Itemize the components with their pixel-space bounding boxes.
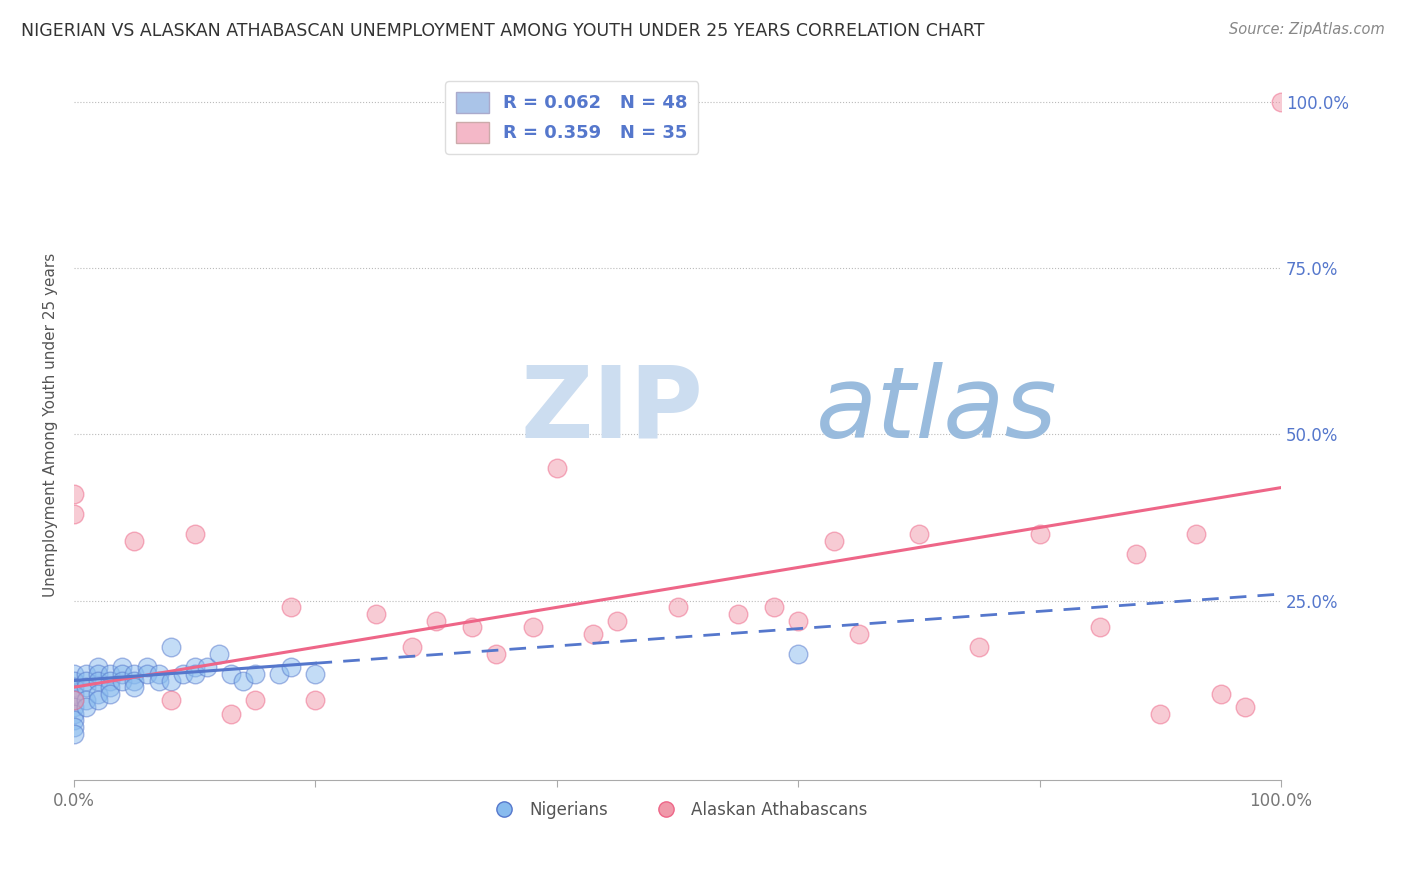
Point bbox=[148, 673, 170, 688]
Text: Source: ZipAtlas.com: Source: ZipAtlas.com bbox=[1229, 22, 1385, 37]
Point bbox=[63, 666, 86, 681]
Legend: Nigerians, Alaskan Athabascans: Nigerians, Alaskan Athabascans bbox=[481, 794, 875, 825]
Point bbox=[401, 640, 423, 655]
Point bbox=[787, 614, 810, 628]
Point bbox=[967, 640, 990, 655]
Point bbox=[582, 627, 605, 641]
Text: atlas: atlas bbox=[817, 361, 1057, 458]
Point bbox=[787, 647, 810, 661]
Point bbox=[124, 680, 146, 694]
Point bbox=[124, 673, 146, 688]
Point bbox=[184, 666, 207, 681]
Point bbox=[135, 666, 157, 681]
Point bbox=[63, 700, 86, 714]
Point bbox=[135, 660, 157, 674]
Point bbox=[606, 614, 628, 628]
Point bbox=[75, 680, 97, 694]
Point bbox=[124, 533, 146, 548]
Point bbox=[304, 666, 326, 681]
Point bbox=[1185, 527, 1208, 541]
Point bbox=[546, 460, 568, 475]
Point bbox=[63, 680, 86, 694]
Point bbox=[243, 693, 266, 707]
Point bbox=[111, 660, 134, 674]
Point bbox=[111, 666, 134, 681]
Point bbox=[1270, 95, 1292, 109]
Text: NIGERIAN VS ALASKAN ATHABASCAN UNEMPLOYMENT AMONG YOUTH UNDER 25 YEARS CORRELATI: NIGERIAN VS ALASKAN ATHABASCAN UNEMPLOYM… bbox=[21, 22, 984, 40]
Point bbox=[63, 693, 86, 707]
Point bbox=[159, 640, 181, 655]
Point bbox=[219, 706, 242, 721]
Point bbox=[63, 727, 86, 741]
Point bbox=[63, 507, 86, 521]
Point bbox=[184, 660, 207, 674]
Point bbox=[111, 673, 134, 688]
Point bbox=[159, 693, 181, 707]
Point bbox=[124, 666, 146, 681]
Point bbox=[763, 600, 786, 615]
Point bbox=[823, 533, 845, 548]
Point bbox=[232, 673, 254, 688]
Point bbox=[666, 600, 689, 615]
Point bbox=[98, 680, 121, 694]
Text: ZIP: ZIP bbox=[520, 361, 703, 458]
Point bbox=[280, 660, 302, 674]
Point bbox=[280, 600, 302, 615]
Point bbox=[63, 687, 86, 701]
Point bbox=[848, 627, 870, 641]
Point bbox=[172, 666, 194, 681]
Point bbox=[98, 673, 121, 688]
Y-axis label: Unemployment Among Youth under 25 years: Unemployment Among Youth under 25 years bbox=[44, 252, 58, 597]
Point bbox=[87, 666, 110, 681]
Point bbox=[243, 666, 266, 681]
Point bbox=[727, 607, 749, 621]
Point bbox=[485, 647, 508, 661]
Point bbox=[75, 666, 97, 681]
Point bbox=[1149, 706, 1171, 721]
Point bbox=[63, 487, 86, 501]
Point bbox=[63, 720, 86, 734]
Point bbox=[159, 673, 181, 688]
Point bbox=[63, 706, 86, 721]
Point bbox=[75, 700, 97, 714]
Point bbox=[98, 687, 121, 701]
Point bbox=[1125, 547, 1147, 561]
Point bbox=[75, 673, 97, 688]
Point bbox=[87, 673, 110, 688]
Point bbox=[87, 693, 110, 707]
Point bbox=[219, 666, 242, 681]
Point bbox=[1233, 700, 1256, 714]
Point bbox=[425, 614, 447, 628]
Point bbox=[87, 660, 110, 674]
Point bbox=[1209, 687, 1232, 701]
Point bbox=[304, 693, 326, 707]
Point bbox=[1088, 620, 1111, 634]
Point bbox=[63, 714, 86, 728]
Point bbox=[208, 647, 231, 661]
Point bbox=[87, 687, 110, 701]
Point bbox=[63, 693, 86, 707]
Point bbox=[195, 660, 218, 674]
Point bbox=[269, 666, 291, 681]
Point bbox=[364, 607, 387, 621]
Point bbox=[908, 527, 931, 541]
Point bbox=[461, 620, 484, 634]
Point bbox=[98, 666, 121, 681]
Point bbox=[148, 666, 170, 681]
Point bbox=[63, 673, 86, 688]
Point bbox=[522, 620, 544, 634]
Point bbox=[75, 693, 97, 707]
Point bbox=[184, 527, 207, 541]
Point bbox=[1028, 527, 1050, 541]
